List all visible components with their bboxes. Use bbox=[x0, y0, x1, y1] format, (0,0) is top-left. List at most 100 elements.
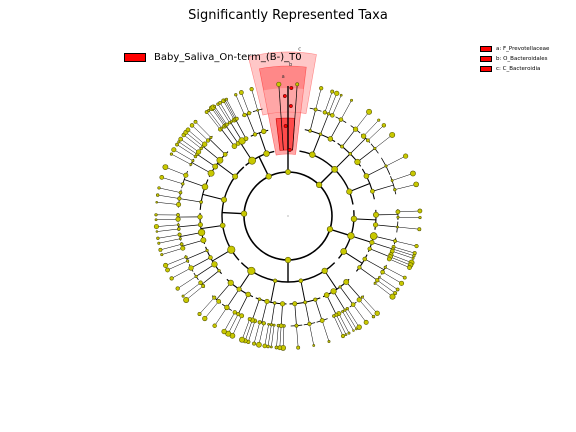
family-node bbox=[232, 310, 237, 315]
order-branch bbox=[304, 302, 310, 324]
family-node bbox=[341, 310, 344, 313]
leaf-branch bbox=[340, 100, 352, 120]
family-node bbox=[356, 297, 362, 303]
leaf-node bbox=[234, 93, 238, 97]
order-branch bbox=[364, 258, 385, 271]
order-branch bbox=[209, 138, 226, 155]
leaf-node bbox=[295, 82, 300, 87]
order-arc bbox=[380, 264, 387, 275]
order-node bbox=[357, 265, 362, 270]
leaf-node bbox=[239, 336, 245, 343]
leaf-branch bbox=[390, 254, 412, 263]
order-node bbox=[279, 301, 286, 307]
leaf-branch bbox=[359, 299, 374, 317]
leaf-node bbox=[165, 267, 170, 273]
class-branch bbox=[350, 235, 373, 243]
class-node bbox=[321, 267, 328, 274]
order-arc bbox=[257, 321, 266, 325]
leaf-branch bbox=[336, 314, 347, 335]
leaf-node bbox=[350, 98, 354, 102]
phylum-node bbox=[284, 256, 292, 264]
leaf-node bbox=[262, 343, 268, 349]
family-node bbox=[352, 126, 359, 132]
family-node bbox=[383, 265, 387, 269]
order-node bbox=[273, 301, 277, 305]
leaf-branch bbox=[171, 153, 191, 165]
order-branch bbox=[179, 198, 202, 203]
leaf-branch bbox=[296, 325, 299, 348]
class-branch bbox=[258, 132, 267, 154]
class-branch bbox=[343, 251, 363, 264]
phylum-branch bbox=[318, 168, 336, 186]
order-node bbox=[245, 291, 251, 298]
leaf-branch bbox=[183, 134, 202, 149]
family-node bbox=[257, 320, 262, 325]
leaf-branch bbox=[191, 125, 209, 141]
leaf-node bbox=[157, 186, 161, 190]
leaf-node bbox=[402, 275, 407, 280]
taxa-legend-swatch bbox=[480, 56, 492, 62]
phylum-node bbox=[285, 169, 291, 175]
leaf-branch bbox=[232, 315, 242, 336]
leaf-branch bbox=[377, 280, 396, 294]
order-node bbox=[201, 183, 209, 191]
highlight-node bbox=[288, 104, 293, 108]
leaf-branch bbox=[342, 311, 354, 331]
leaf-node bbox=[157, 241, 161, 245]
taxa-legend-item-c: c: C_Bacteroidia bbox=[480, 64, 549, 74]
leaf-node bbox=[156, 236, 160, 240]
family-node bbox=[375, 278, 380, 283]
family-node bbox=[220, 126, 224, 130]
order-node bbox=[369, 232, 378, 240]
leaf-node bbox=[207, 109, 211, 112]
leaf-node bbox=[155, 230, 159, 233]
order-node bbox=[261, 128, 267, 135]
leaf-node bbox=[270, 345, 273, 349]
order-arc bbox=[189, 158, 195, 167]
family-node bbox=[183, 172, 189, 178]
order-branch bbox=[237, 294, 249, 315]
leaf-branch bbox=[362, 296, 378, 314]
leaf-branch bbox=[186, 285, 204, 301]
highlight-fade bbox=[263, 88, 304, 114]
family-node bbox=[198, 280, 203, 285]
leaf-node bbox=[197, 311, 202, 316]
phylum-node bbox=[316, 181, 323, 188]
class-node bbox=[273, 278, 278, 283]
order-branch bbox=[202, 146, 221, 161]
leaf-branch bbox=[214, 106, 228, 125]
leaf-branch bbox=[187, 129, 205, 145]
leaf-node bbox=[277, 345, 283, 351]
leaf-branch bbox=[156, 224, 179, 227]
order-node bbox=[197, 214, 203, 220]
family-node bbox=[247, 317, 252, 322]
leaf-branch bbox=[267, 324, 272, 347]
class-arc bbox=[255, 297, 287, 305]
leaf-node bbox=[158, 247, 163, 252]
order-branch bbox=[246, 113, 256, 135]
order-branch bbox=[359, 267, 378, 281]
leaf-branch bbox=[352, 304, 367, 323]
leaf-node bbox=[169, 152, 174, 156]
order-node bbox=[303, 300, 308, 305]
leaf-node bbox=[381, 123, 387, 128]
family-node bbox=[188, 265, 194, 271]
leaf-node bbox=[403, 153, 409, 159]
leaf-node bbox=[155, 193, 160, 197]
family-node bbox=[196, 149, 202, 155]
class-arc bbox=[205, 246, 223, 275]
family-node bbox=[332, 314, 336, 318]
order-node bbox=[323, 292, 330, 298]
leaf-branch bbox=[333, 315, 344, 337]
leaf-node bbox=[334, 90, 340, 96]
class-arc bbox=[361, 168, 375, 200]
order-branch bbox=[216, 282, 232, 300]
group-legend: Baby_Saliva_On-term_(B-)_T0 bbox=[124, 52, 302, 63]
order-branch bbox=[330, 119, 342, 140]
leaf-branch bbox=[251, 89, 258, 111]
leaf-node bbox=[319, 86, 324, 91]
leaf-branch bbox=[392, 250, 414, 259]
leaf-branch bbox=[182, 282, 201, 297]
class-node bbox=[346, 188, 353, 195]
leaf-branch bbox=[328, 93, 337, 114]
